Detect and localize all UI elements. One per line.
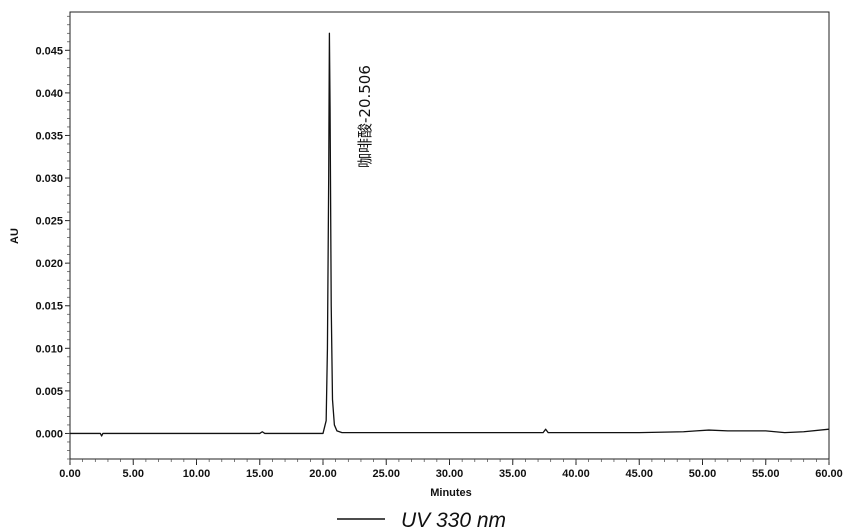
y-tick-label: 0.025 — [35, 216, 63, 228]
y-tick-label: 0.035 — [35, 130, 63, 142]
y-tick-label: 0.010 — [35, 343, 63, 355]
x-tick-label: 0.00 — [59, 468, 80, 480]
legend-label: UV 330 nm — [401, 509, 506, 530]
x-tick-label: 20.00 — [309, 468, 337, 480]
y-tick-label: 0.005 — [35, 386, 63, 398]
peak-label: 咖啡酸-20.506 — [356, 65, 374, 168]
y-axis-title: AU — [9, 228, 21, 244]
legend: UV 330 nm — [337, 509, 506, 530]
x-tick-label: 60.00 — [815, 468, 843, 480]
series-line-uv-330nm — [70, 32, 830, 437]
plot-frame — [69, 11, 830, 460]
x-tick-label: 15.00 — [246, 468, 274, 480]
x-tick-label: 30.00 — [436, 468, 464, 480]
x-tick-label: 5.00 — [123, 468, 144, 480]
x-tick-label: 55.00 — [752, 468, 780, 480]
y-tick-label: 0.000 — [35, 428, 63, 440]
x-tick-label: 45.00 — [625, 468, 653, 480]
x-tick-label: 25.00 — [372, 468, 400, 480]
y-tick-label: 0.020 — [35, 258, 63, 270]
y-axis: 0.000 0.005 0.010 0.015 0.020 0.025 0.030 0.035… — [35, 15, 70, 460]
y-tick-label: 0.040 — [35, 88, 63, 100]
x-axis-title: Minutes — [430, 487, 472, 499]
series-layer — [70, 32, 830, 437]
y-tick-label: 0.045 — [35, 45, 63, 57]
x-tick-label: 40.00 — [562, 468, 590, 480]
x-tick-label: 35.00 — [499, 468, 527, 480]
y-tick-label: 0.015 — [35, 301, 63, 313]
y-tick-label: 0.030 — [35, 173, 63, 185]
x-tick-label: 50.00 — [689, 468, 717, 480]
x-tick-label: 10.00 — [183, 468, 211, 480]
x-axis: 0.00 5.00 10.00 15.00 20.00 25.00 30.00 35.00 40… — [59, 459, 843, 480]
